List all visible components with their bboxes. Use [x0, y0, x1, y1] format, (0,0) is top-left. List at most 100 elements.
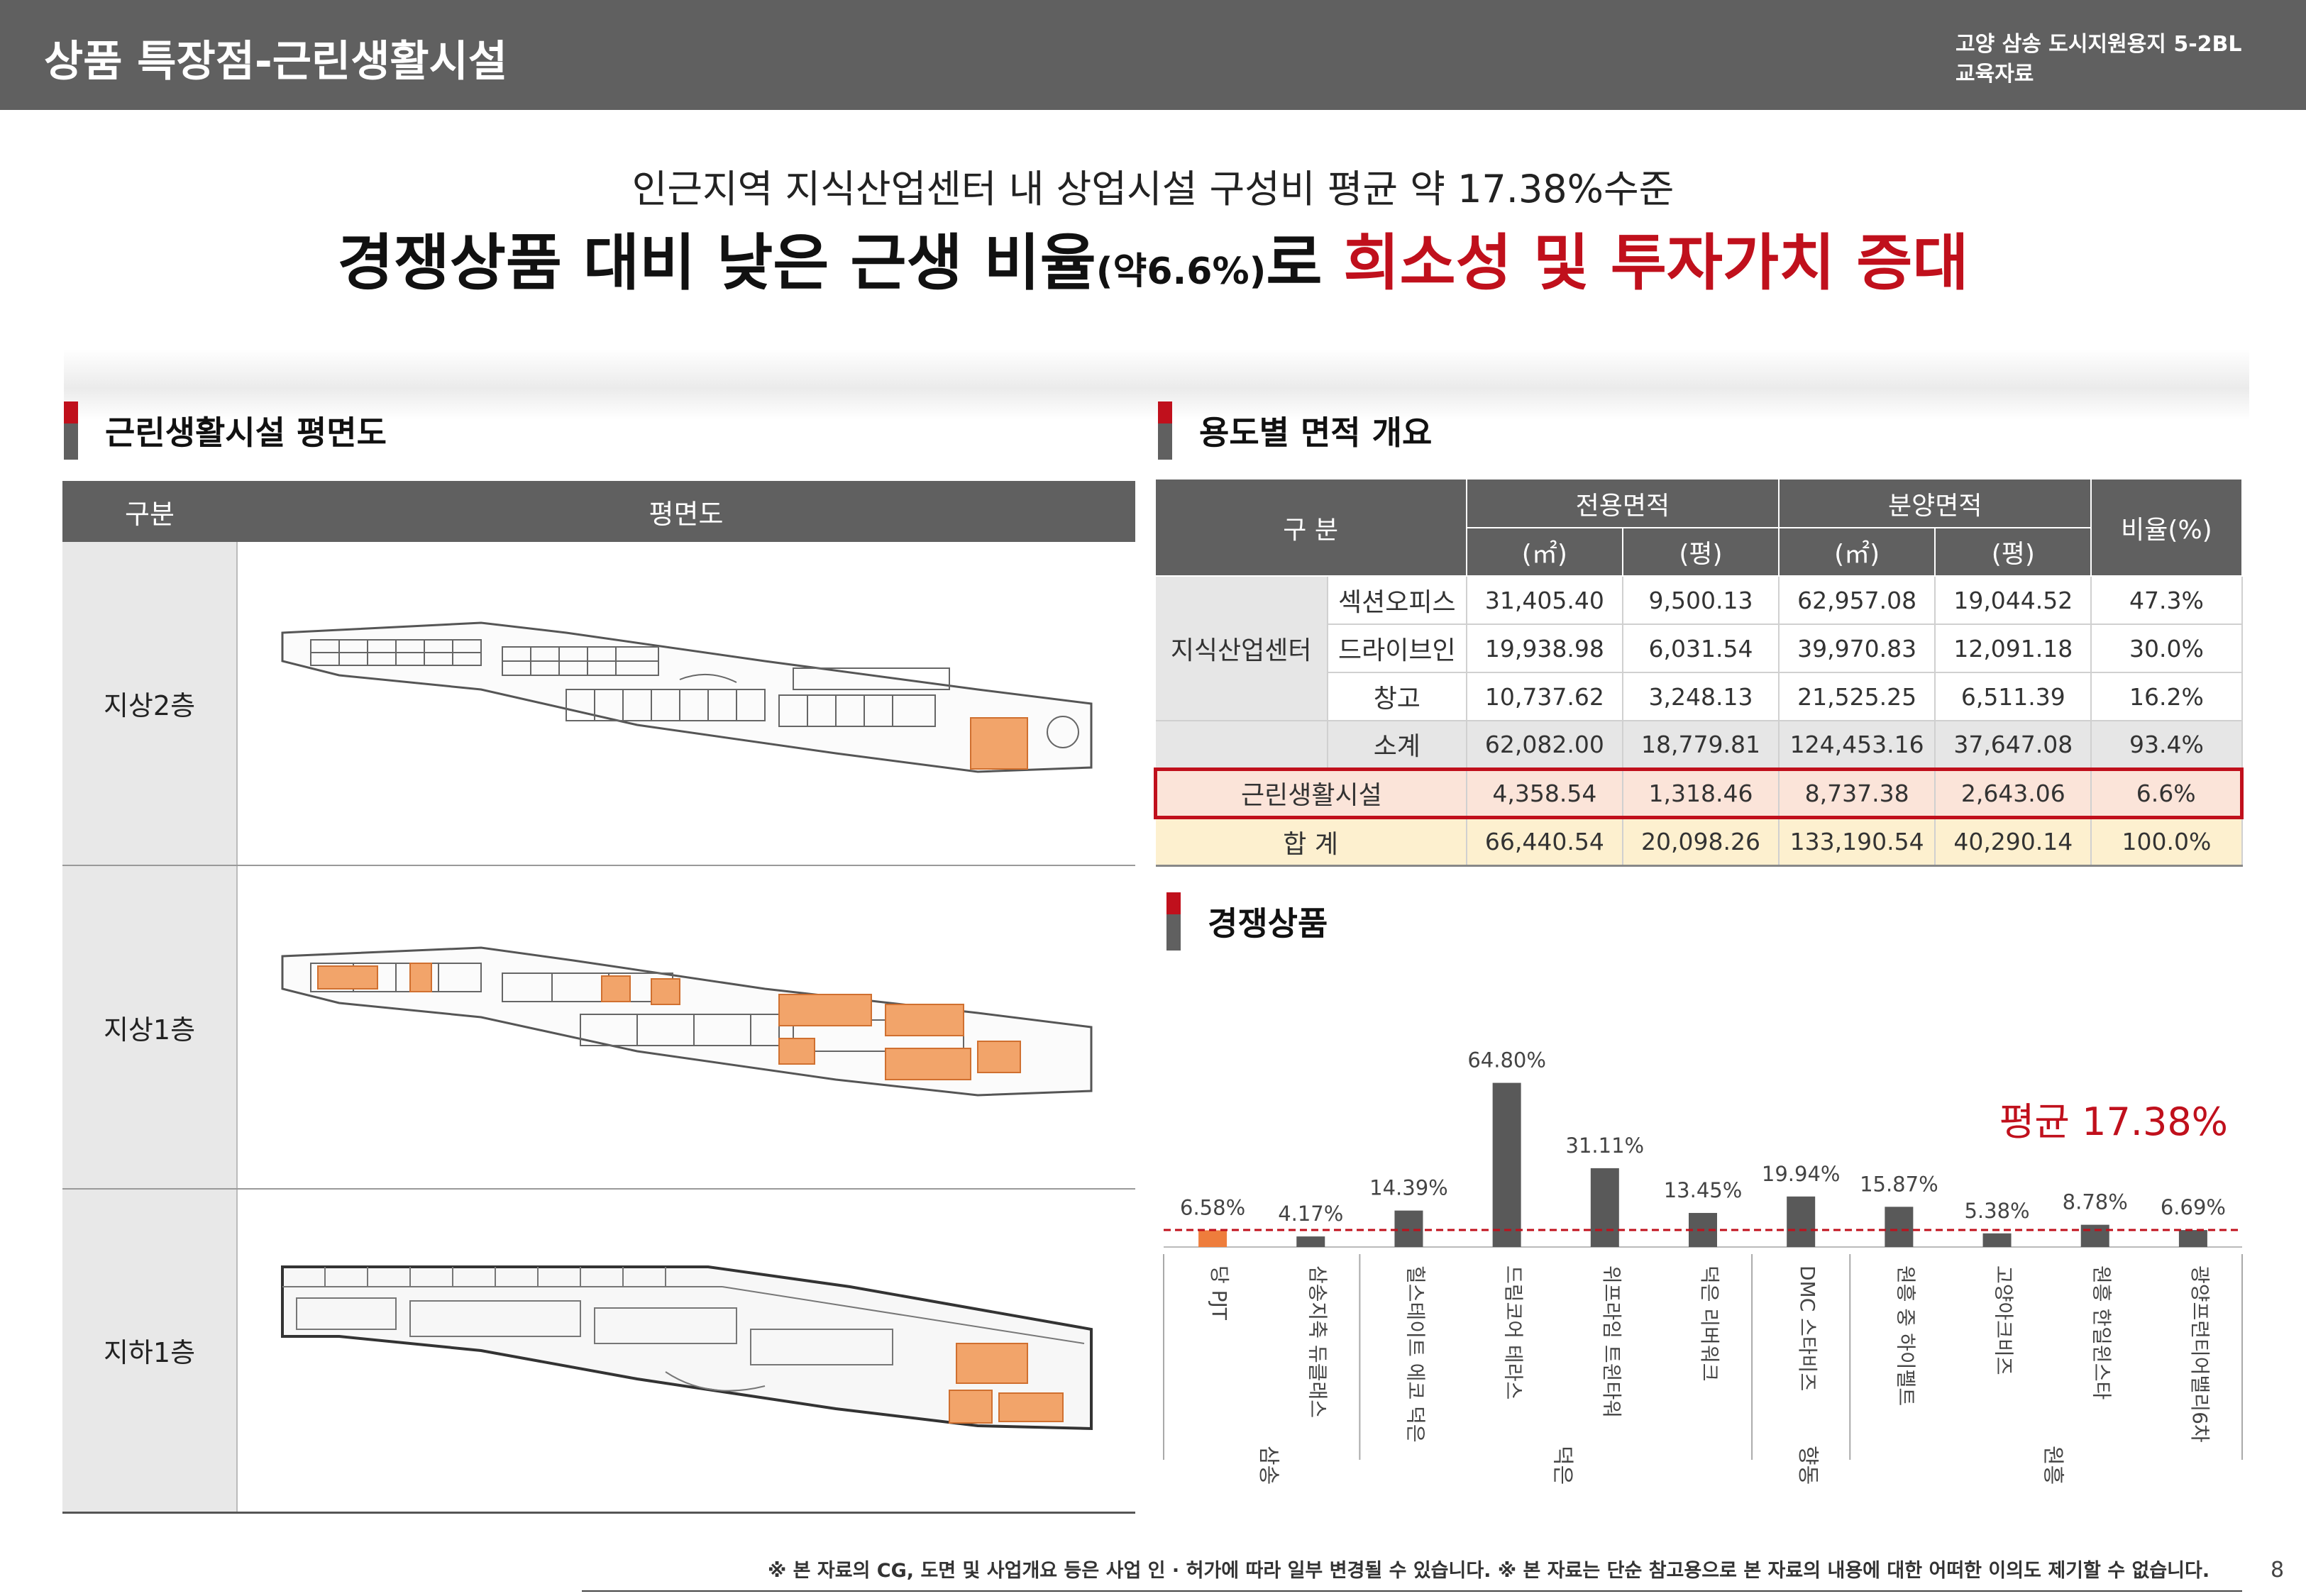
col-header-ratio: 비율(%) — [2091, 480, 2243, 577]
bar — [1787, 1196, 1816, 1247]
cell: 9,500.13 — [1622, 576, 1780, 625]
category-label: 위프라임 트윈타워 — [1600, 1265, 1623, 1418]
section-marker — [64, 401, 78, 460]
unit-py: (평) — [1935, 528, 2092, 577]
cell: 62,082.00 — [1466, 721, 1623, 770]
headline-main: 경쟁상품 대비 낮은 근생 비율(약6.6%)로 희소성 및 투자가치 증대 — [0, 213, 2306, 301]
row-name: 합 계 — [1155, 817, 1467, 867]
subtotal-row: 소계 62,082.00 18,779.81 124,453.16 37,647… — [1155, 721, 2243, 770]
retail-areas-b1 — [948, 1342, 1064, 1424]
data-label: 14.39% — [1369, 1176, 1448, 1200]
cell: 31,405.40 — [1466, 576, 1623, 625]
section-marker — [1158, 401, 1172, 460]
floor-plan-table: 구분 평면도 지상2층 — [62, 481, 1135, 1514]
col-header-exclusive: 전용면적 — [1466, 480, 1780, 528]
group-label: 향동 — [1795, 1446, 1820, 1485]
cell: 3,248.13 — [1622, 672, 1780, 721]
category-label: 드림코어 테라스 — [1502, 1265, 1526, 1400]
floor-plan-title-text: 근린생활시설 평면도 — [105, 414, 387, 452]
retail-areas-1f — [316, 963, 1021, 1080]
cell: 47.3% — [2091, 576, 2243, 625]
data-label: 4.17% — [1278, 1202, 1343, 1226]
category-label: 고양아크비즈 — [1992, 1265, 2016, 1375]
cell: 37,647.08 — [1935, 721, 2092, 770]
cell: 8,737.38 — [1779, 767, 1936, 819]
floor-plan-b1-image — [280, 1265, 1093, 1430]
cell: 20,098.26 — [1622, 817, 1780, 867]
category-label: 당 PJT — [1208, 1265, 1231, 1321]
table-row: 드라이브인 19,938.98 6,031.54 39,970.83 12,09… — [1156, 624, 2243, 673]
bar — [1296, 1236, 1325, 1247]
row-name: 근린생활시설 — [1153, 767, 1467, 819]
col-header-sale: 분양면적 — [1779, 480, 2092, 528]
floor-plan-cell-2f — [237, 542, 1135, 866]
cell: 30.0% — [2091, 624, 2243, 673]
cell: 6,511.39 — [1935, 672, 2092, 721]
floor-plan-1f-image — [281, 946, 1092, 1097]
bar — [2178, 1230, 2207, 1247]
col-header-label: 구분 — [62, 481, 237, 542]
cell: 40,290.14 — [1935, 817, 2092, 867]
cell: 6,031.54 — [1622, 624, 1780, 673]
data-label: 19.94% — [1762, 1162, 1841, 1186]
subtotal-spacer — [1155, 721, 1328, 770]
area-title-text: 용도별 면적 개요 — [1199, 414, 1433, 452]
unit-py: (평) — [1622, 528, 1780, 577]
cell: 66,440.54 — [1466, 817, 1623, 867]
unit-m2: (㎡) — [1779, 528, 1936, 577]
average-label: 평균 17.38% — [1999, 1099, 2228, 1144]
category-label: 덕은 리버워크 — [1698, 1265, 1721, 1381]
cell: 124,453.16 — [1779, 721, 1936, 770]
category-label: DMC 스타비즈 — [1796, 1265, 1819, 1391]
bar — [1198, 1230, 1228, 1247]
row-name: 창고 — [1327, 672, 1467, 721]
category-label: 힐스테이트 에코 덕은 — [1403, 1265, 1427, 1443]
header-bar: 상품 특장점-근린생활시설 고양 삼송 도시지원용지 5-2BL 교육자료 — [0, 0, 2306, 110]
group-label: 원흥 — [2041, 1446, 2065, 1485]
group-label: 삼송 — [1256, 1446, 1281, 1485]
cell: 12,091.18 — [1935, 624, 2092, 673]
floor-plan-section-title: 근린생활시설 평면도 — [64, 401, 387, 460]
bar — [1885, 1207, 1914, 1247]
row-name: 소계 — [1327, 721, 1467, 770]
row-name: 드라이브인 — [1327, 624, 1467, 673]
retail-area-2f — [969, 716, 1028, 770]
headline-main-small: (약6.6%) — [1096, 250, 1267, 293]
cell: 18,779.81 — [1622, 721, 1780, 770]
cell: 100.0% — [2091, 817, 2243, 867]
data-label: 6.69% — [2161, 1195, 2226, 1219]
page-number: 8 — [2271, 1558, 2285, 1583]
cell: 6.6% — [2091, 767, 2244, 819]
bar — [1394, 1210, 1423, 1247]
table-row: 지식산업센터 섹션오피스 31,405.40 9,500.13 62,957.0… — [1155, 576, 2243, 721]
data-label: 31.11% — [1566, 1134, 1645, 1158]
doc-type: 교육자료 — [1955, 62, 2034, 87]
competitor-title-text: 경쟁상품 — [1208, 904, 1328, 943]
category-label: 원흥 한일윈스타 — [2090, 1265, 2114, 1400]
area-section-title: 용도별 면적 개요 — [1158, 401, 1432, 460]
cell: 21,525.25 — [1779, 672, 1936, 721]
category-label: 삼송지축 듀클래스 — [1306, 1265, 1329, 1418]
competitor-section-title: 경쟁상품 — [1166, 892, 1328, 951]
unit-m2: (㎡) — [1466, 528, 1623, 577]
gradient-band — [64, 349, 2249, 420]
cell: 2,643.06 — [1935, 767, 2092, 819]
cell: 93.4% — [2091, 721, 2243, 770]
data-label: 6.58% — [1180, 1196, 1245, 1220]
footer-line — [582, 1590, 2242, 1592]
highlight-row: 근린생활시설 4,358.54 1,318.46 8,737.38 2,643.… — [1153, 767, 2244, 819]
floor-label-2f: 지상2층 — [62, 542, 238, 866]
area-overview-table: 구 분 전용면적 분양면적 비율(%) (㎡) (평) (㎡) (평) 지식산업… — [1153, 480, 2244, 867]
headline-main-a: 경쟁상품 대비 낮은 근생 비율 — [337, 228, 1096, 299]
col-header-plan: 평면도 — [237, 481, 1135, 542]
cell: 62,957.08 — [1779, 576, 1936, 625]
floor-plan-cell-b1 — [237, 1189, 1135, 1514]
row-name: 섹션오피스 — [1327, 576, 1467, 625]
data-label: 64.80% — [1467, 1048, 1546, 1073]
cell: 39,970.83 — [1779, 624, 1936, 673]
data-label: 5.38% — [1964, 1199, 2029, 1223]
page-title: 상품 특장점-근린생활시설 — [44, 37, 507, 87]
floor-plan-cell-1f — [237, 865, 1135, 1190]
data-label: 13.45% — [1664, 1178, 1743, 1202]
category-label: 광양프런티어밸리6차 — [2188, 1265, 2212, 1443]
